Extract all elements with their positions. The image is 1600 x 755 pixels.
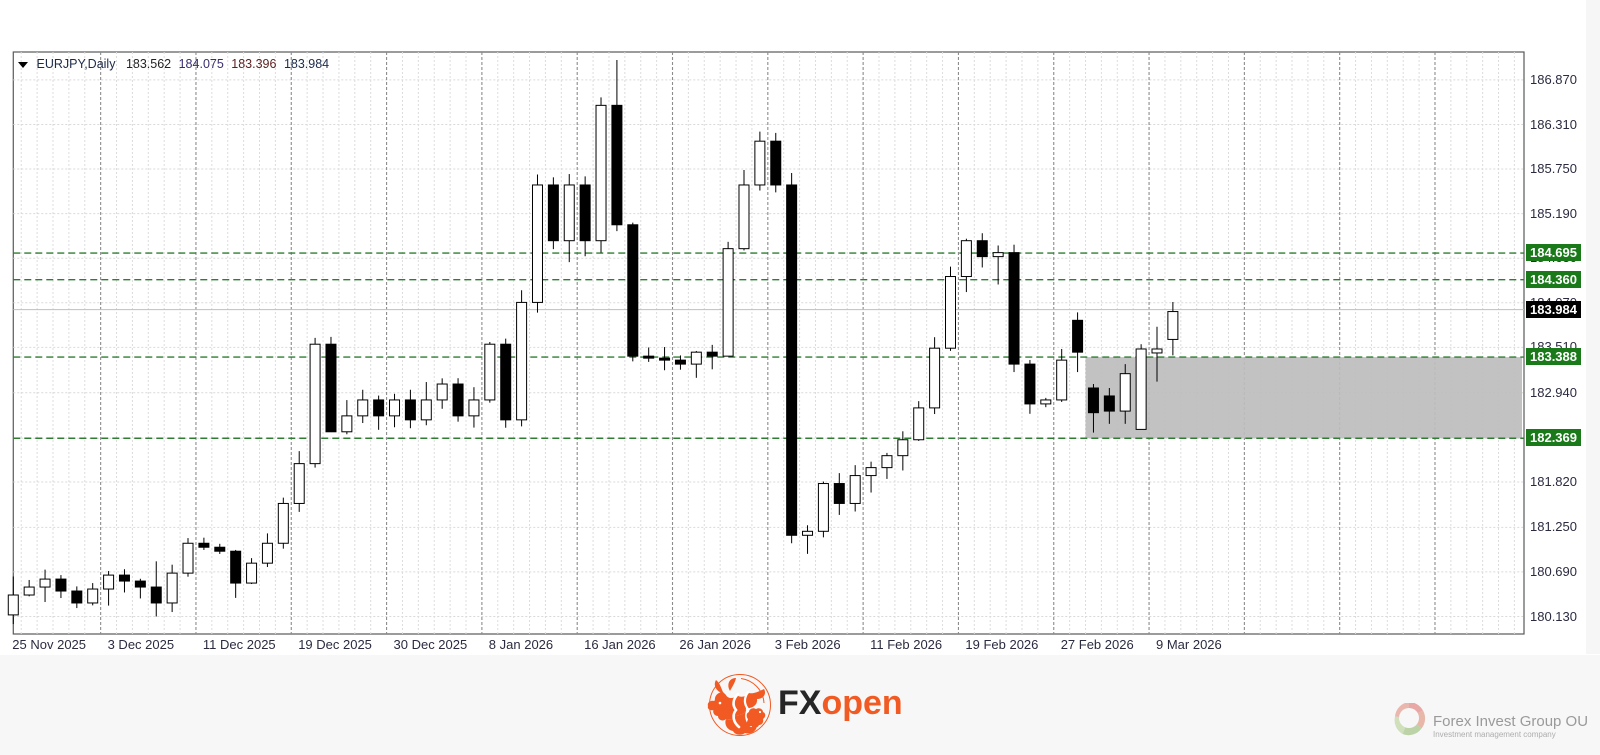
svg-text:Investment management company: Investment management company xyxy=(1433,730,1556,739)
svg-text:FXopen: FXopen xyxy=(778,684,903,722)
svg-text:Forex Invest Group OU: Forex Invest Group OU xyxy=(1433,713,1588,730)
